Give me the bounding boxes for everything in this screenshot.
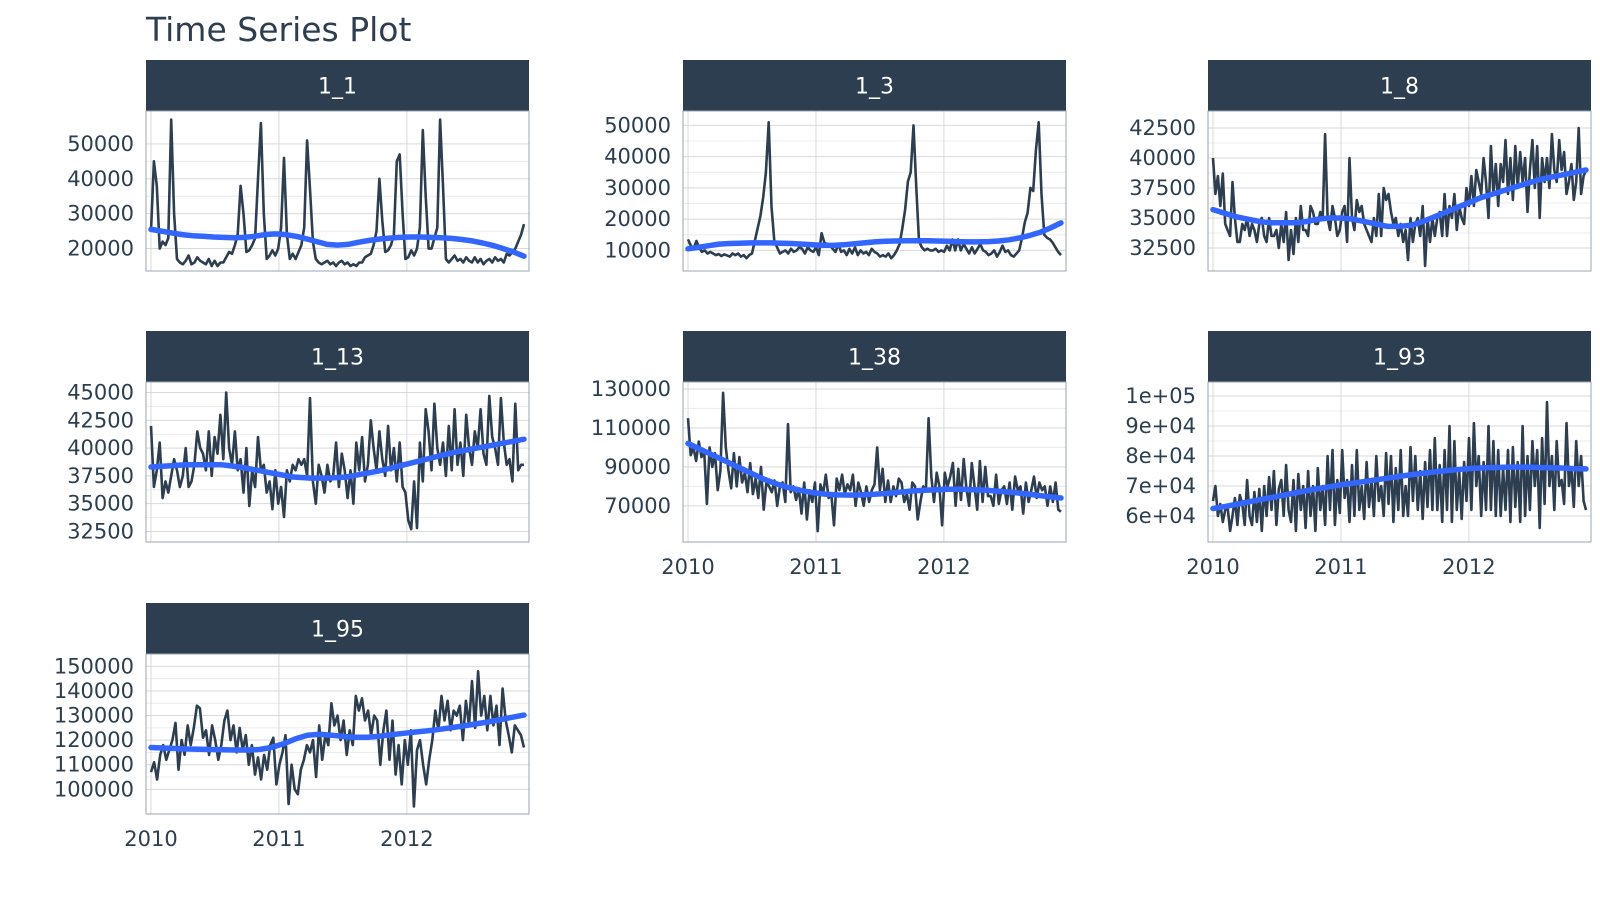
y-tick-label: 40000: [67, 167, 134, 191]
x-tick-label: 2011: [1314, 555, 1367, 579]
panel-border: [145, 653, 530, 815]
smooth-trend-line: [1210, 167, 1589, 230]
x-tick-label: 2012: [917, 555, 970, 579]
strip-label: 1_13: [311, 346, 364, 371]
strip-header: [1208, 60, 1591, 111]
panel-1_3: 1_3 10000 20000 30000 40000 50000: [604, 60, 1067, 272]
panel-border: [1207, 381, 1592, 543]
y-tick-label: 10000: [604, 238, 671, 262]
y-tick-label: 50000: [604, 113, 671, 137]
panel-background: [1208, 111, 1591, 271]
x-tick-label: 2010: [661, 555, 714, 579]
strip-label: 1_93: [1373, 346, 1426, 371]
y-tick-label: 30000: [604, 176, 671, 200]
y-tick-label: 140000: [54, 679, 134, 703]
x-tick-label: 2011: [252, 827, 305, 851]
strip-label: 1_8: [1380, 75, 1419, 100]
strip-label: 1_95: [311, 618, 364, 643]
y-tick-label: 32500: [1129, 236, 1196, 260]
y-tick-label: 35000: [67, 492, 134, 516]
y-tick-label: 50000: [67, 132, 134, 156]
panel-border: [682, 381, 1067, 543]
strip-header: [683, 60, 1066, 111]
y-tick-label: 120000: [54, 728, 134, 752]
x-tick-label: 2012: [1442, 555, 1495, 579]
y-tick-label: 90000: [604, 455, 671, 479]
panel-1_95: 1_95 100000110000120000130000140000150000…: [54, 603, 530, 851]
y-tick-label: 20000: [604, 207, 671, 231]
panel-1_8: 1_8 32500 35000 37500 40000 42500: [1129, 60, 1592, 272]
panel-1_93: 1_93 6e+04 7e+04 8e+04 9e+04 1e+05 2010 2011 201…: [1125, 331, 1592, 579]
strip-header: [146, 603, 529, 654]
panel-1_38: 1_38 70000 90000 110000 130000 2010 2011 2012: [591, 331, 1067, 579]
y-tick-label: 1e+05: [1125, 384, 1196, 408]
y-tick-label: 150000: [54, 654, 134, 678]
y-tick-label: 32500: [67, 519, 134, 543]
y-tick-label: 130000: [54, 704, 134, 728]
y-tick-label: 110000: [54, 753, 134, 777]
strip-label: 1_3: [855, 75, 894, 100]
smooth-trend-line: [148, 436, 527, 481]
strip-header: [146, 60, 529, 111]
x-tick-label: 2010: [1186, 555, 1239, 579]
y-tick-label: 7e+04: [1125, 474, 1196, 498]
y-tick-label: 40000: [1129, 146, 1196, 170]
y-tick-label: 30000: [67, 202, 134, 226]
strip-label: 1_38: [848, 346, 901, 371]
y-tick-label: 40000: [604, 145, 671, 169]
y-tick-label: 9e+04: [1125, 414, 1196, 438]
panel-1_1: 1_1 20000 30000 40000 50000: [67, 60, 530, 272]
x-tick-label: 2010: [124, 827, 177, 851]
strip-label: 1_1: [318, 75, 357, 100]
panel-border: [145, 381, 530, 543]
y-tick-label: 100000: [54, 777, 134, 801]
smooth-trend-line: [685, 220, 1064, 252]
series-line: [149, 118, 526, 268]
panel-border: [1207, 110, 1592, 272]
y-tick-label: 6e+04: [1125, 504, 1196, 528]
y-tick-label: 45000: [67, 381, 134, 405]
y-tick-label: 35000: [1129, 206, 1196, 230]
y-tick-label: 130000: [591, 377, 671, 401]
smooth-trend-line: [148, 712, 527, 753]
strip-header: [146, 331, 529, 382]
y-tick-label: 70000: [604, 494, 671, 518]
y-tick-label: 42500: [1129, 116, 1196, 140]
x-tick-label: 2011: [789, 555, 842, 579]
series-line: [686, 121, 1062, 260]
smooth-trend-line: [148, 226, 527, 259]
x-tick-label: 2012: [380, 827, 433, 851]
panel-border: [145, 110, 530, 272]
series-line: [686, 391, 1062, 533]
smooth-trend-line: [1210, 464, 1589, 512]
chart-title: Time Series Plot: [146, 10, 412, 49]
y-tick-label: 110000: [591, 416, 671, 440]
panel-background: [683, 111, 1066, 271]
y-tick-label: 8e+04: [1125, 444, 1196, 468]
strip-header: [683, 331, 1066, 382]
y-tick-label: 20000: [67, 237, 134, 261]
y-tick-label: 37500: [67, 464, 134, 488]
strip-header: [1208, 331, 1591, 382]
series-line: [149, 391, 524, 531]
panel-1_13: 1_13 32500 35000 37500 40000 42500 45000: [67, 331, 530, 543]
y-tick-label: 40000: [67, 436, 134, 460]
series-line: [1211, 126, 1588, 268]
y-tick-label: 42500: [67, 408, 134, 432]
y-tick-label: 37500: [1129, 176, 1196, 200]
panel-border: [682, 110, 1067, 272]
smooth-trend-line: [685, 440, 1064, 501]
